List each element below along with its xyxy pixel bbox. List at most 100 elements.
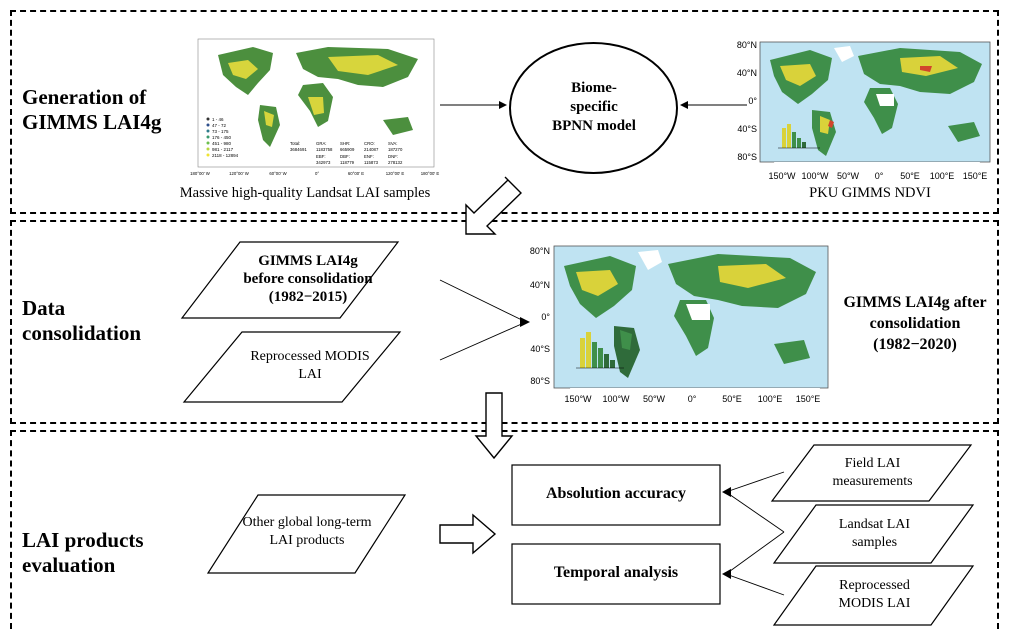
legend-item-2: 47 - 72 [212,123,227,128]
ndvi-map: 80°N 40°N 0° 40°S 80°S 150°W 100°W 50°W … [737,40,991,181]
stat-value-dbf: 118779 [340,160,355,165]
stat-label-cro: CRO: [364,141,375,146]
legend-item-1: 1 - 46 [212,117,224,122]
lat-tick: 80°S [530,376,550,386]
arrowheads [499,101,731,579]
lon-tick: 150°W [768,171,796,181]
lon-tick: 150°E [796,394,821,404]
lat-tick: 80°N [737,40,757,50]
connector-lines [439,104,785,596]
legend-item-3: 73 - 175 [212,129,229,134]
landsat-samples-box [772,504,975,564]
modis-input-label: Reprocessed MODIS LAI [250,349,370,382]
stat-value-gra: 1183758 [316,147,333,152]
stat-value-ebf: 342973 [316,160,331,165]
legend-item-4: 176 - 450 [212,135,232,140]
stat-label-gra: GRA: [316,141,327,146]
landsat-x-ticks: 180°00' W 120°00' W 60°00' W 0° 60°00' E… [190,171,439,176]
lat-tick: 0° [748,96,757,106]
flow-arrow-down-1 [465,176,522,235]
bpnn-model-ellipse [509,42,678,174]
lon-tick: 150°E [963,171,988,181]
lon-tick: 100°W [602,394,630,404]
consolidation-section-title: Data consolidation [22,296,142,345]
generation-section-title: Generation of GIMMS LAI4g [22,85,162,134]
landsat-x-tick: 120°00' E [386,171,405,176]
lon-tick: 100°E [930,171,955,181]
ndvi-lon-ticks: 150°W 100°W 50°W 0° 50°E 100°E 150°E [768,171,987,181]
lon-tick: 50°E [722,394,742,404]
absolute-accuracy-label: Absolution accuracy [546,485,686,502]
landsat-x-tick: 180°00' W [190,171,211,176]
modis-input-box [182,331,402,403]
stat-label-sva: SVA: [388,141,397,146]
lon-tick: 150°W [564,394,592,404]
landsat-x-tick: 60°00' E [348,171,364,176]
landsat-x-tick: 120°00' W [229,171,250,176]
temporal-analysis-label: Temporal analysis [553,564,679,581]
legend-item-6: 981 - 2117 [212,147,234,152]
lat-tick: 40°S [530,344,550,354]
stat-value-sva: 187270 [388,147,403,152]
landsat-stats: Total: 3684691 GRA: 1183758 SHR: 665909 … [290,141,403,165]
modis-lai-label: Reprocessed MODIS LAI [838,578,911,611]
temporal-analysis-box [511,543,721,605]
stat-value-enf: 115873 [364,160,379,165]
lon-tick: 50°W [837,171,860,181]
lon-tick: 50°W [643,394,666,404]
modis-lai-box [772,565,975,626]
landsat-caption: Massive high-quality Landsat LAI samples [179,185,431,201]
stat-value-cro: 214087 [364,147,379,152]
consolidated-histogram [576,332,624,369]
before-consolidation-label: GIMMS LAI4g before consolidation (1982−2… [243,253,373,305]
ndvi-histogram [778,124,820,149]
landsat-samples-map: 1 - 46 47 - 72 73 - 175 176 - 450 451 - … [190,38,439,176]
lat-tick: 0° [541,312,550,322]
stat-label-shr: SHR: [340,141,350,146]
legend-item-7: 2118 - 12894 [212,153,239,158]
stat-label-dnf: DNF: [388,154,398,159]
landsat-legend: 1 - 46 47 - 72 73 - 175 176 - 450 451 - … [206,117,239,158]
ndvi-lat-ticks: 80°N 40°N 0° 40°S 80°S [737,40,758,162]
flow-arrow-right [439,513,497,555]
stat-value-shr: 665909 [340,147,355,152]
landsat-x-tick: 180°00' E [421,171,440,176]
landsat-land-points [218,47,418,147]
consolidated-lon-ticks: 150°W 100°W 50°W 0° 50°E 100°E 150°E [564,394,820,404]
evaluation-section-title: LAI products evaluation [22,528,144,577]
lat-tick: 80°N [530,246,550,256]
consolidation-panel [10,220,999,424]
lat-tick: 80°S [737,152,757,162]
ndvi-caption: PKU GIMMS NDVI [809,185,931,201]
consolidated-lai-map: 80°N 40°N 0° 40°S 80°S 150°W 100°W 50°W … [530,245,829,404]
stat-label-enf: ENF: [364,154,374,159]
other-products-label: Other global long-term LAI products [242,515,372,548]
lon-tick: 0° [688,394,697,404]
lat-tick: 40°N [530,280,550,290]
lon-tick: 100°E [758,394,783,404]
stat-label-total: Total: [290,141,300,146]
flow-arrow-down-2 [474,392,514,460]
stat-label-dbf: DBF: [340,154,350,159]
legend-item-5: 451 - 980 [212,141,232,146]
field-lai-box [770,444,973,502]
before-consolidation-box [180,241,400,319]
lon-tick: 50°E [900,171,920,181]
lon-tick: 0° [875,171,884,181]
consolidated-lat-ticks: 80°N 40°N 0° 40°S 80°S [530,246,551,386]
lat-tick: 40°N [737,68,757,78]
absolute-accuracy-box [511,464,721,526]
evaluation-panel [10,430,999,629]
field-lai-label: Field LAI measurements [832,456,913,489]
generation-panel [10,10,999,214]
landsat-samples-label: Landsat LAI samples [838,517,911,550]
lon-tick: 100°W [801,171,829,181]
stat-value-total: 3684691 [290,147,307,152]
other-products-box [206,494,407,574]
lat-tick: 40°S [737,124,757,134]
bpnn-model-label: Biome- specific BPNN model [552,80,636,134]
stat-label-ebf: EBF: [316,154,326,159]
landsat-x-tick: 0° [315,171,319,176]
landsat-x-tick: 60°00' W [269,171,287,176]
